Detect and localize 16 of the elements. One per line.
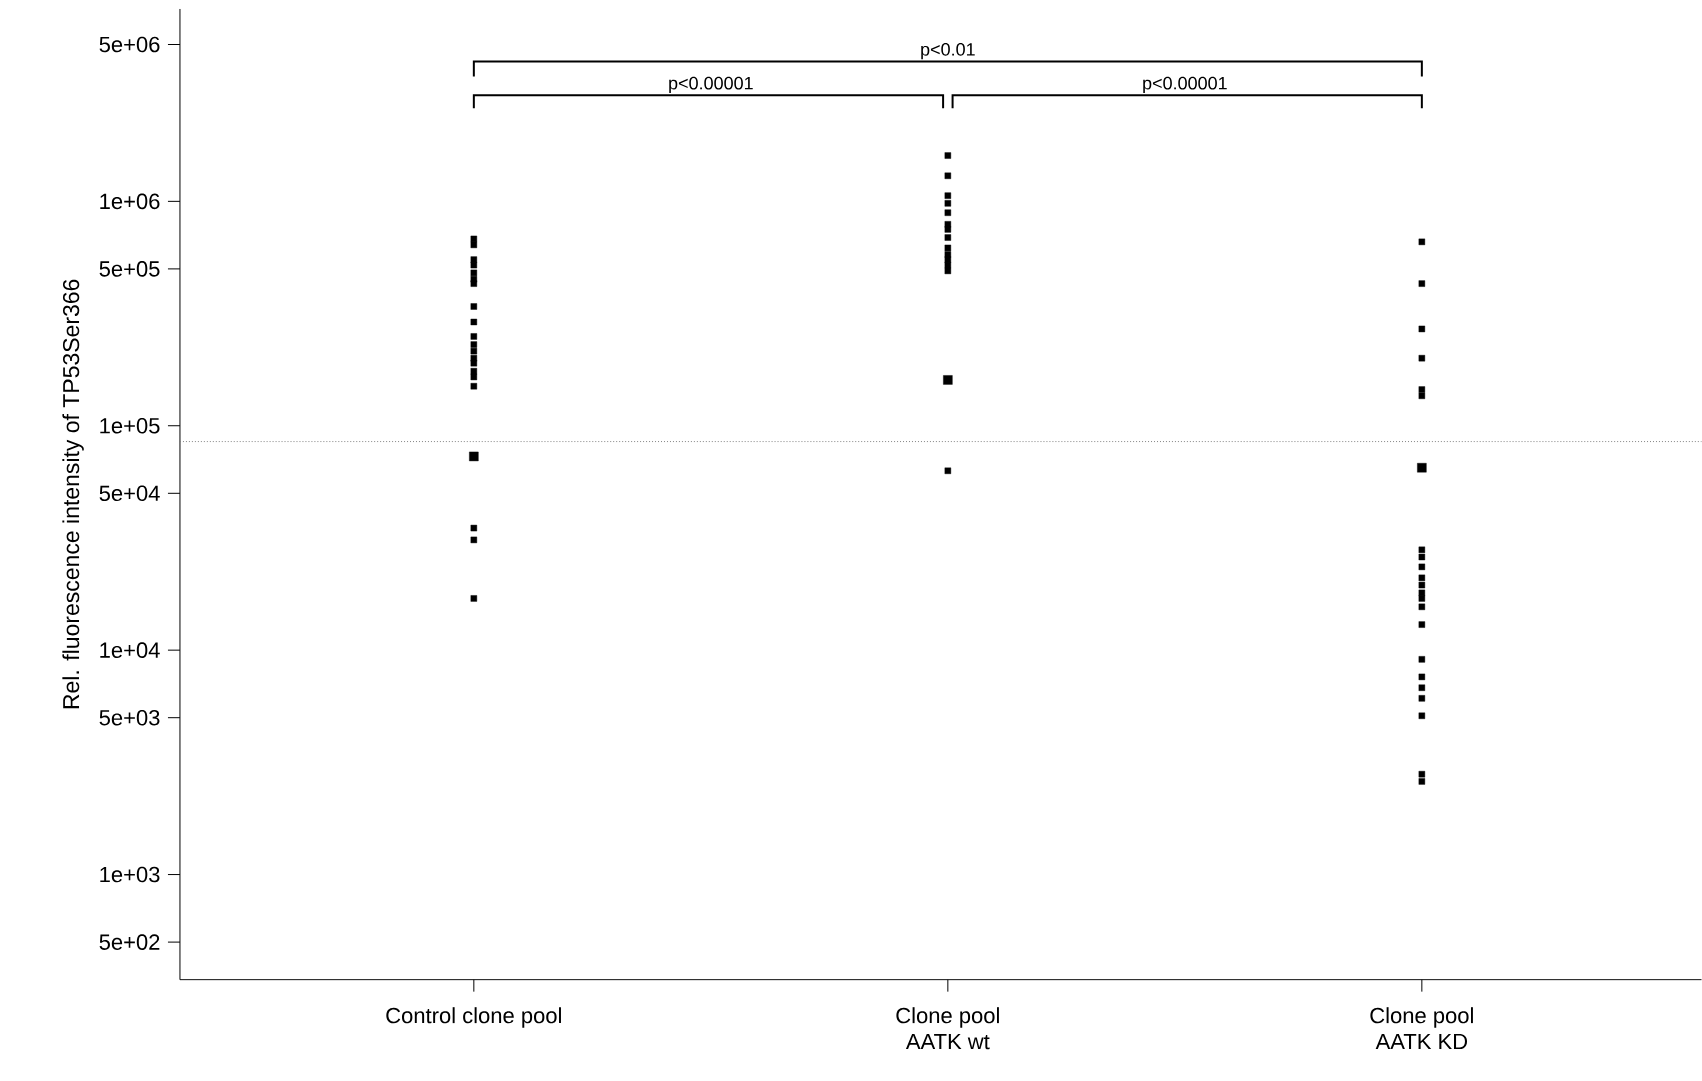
y-tick-label: 5e+06 [99,36,160,53]
annotation: p<0.00001 [669,76,753,94]
annotation: p<0.01 [921,43,975,60]
y-tick-label: 5e+04 [99,485,160,502]
y-tick-label: 1e+03 [100,866,160,883]
x-tick-label: Control clone pool [386,1007,561,1028]
y-axis-title: Rel. fluorescence intensity of TP53Ser366 [62,279,84,709]
x-tick-label: Clone pool AATK wt [896,1007,999,1050]
y-tick-label: 1e+05 [100,418,160,434]
annotation: p<0.00001 [1143,76,1227,94]
x-tick-label: Clone pool AATK KD [1370,1007,1473,1050]
y-tick-label: 5e+03 [99,710,160,726]
y-tick-label: 1e+04 [100,642,160,659]
y-tick-label: 5e+05 [99,261,160,277]
y-tick-label: 5e+02 [99,934,160,951]
y-tick-label: 1e+06 [100,193,160,210]
